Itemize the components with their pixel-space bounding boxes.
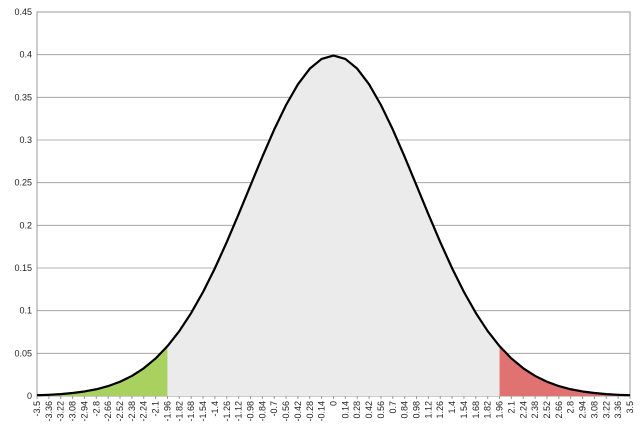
x-tick-label: 0.42 — [364, 401, 374, 419]
x-tick-label: 2.24 — [518, 401, 528, 419]
x-tick-label: -1.96 — [162, 401, 172, 422]
area-band — [499, 346, 630, 396]
x-tick-label: 0.98 — [412, 401, 422, 419]
x-tick-label: 0.7 — [388, 401, 398, 414]
y-tick-label: 0.25 — [14, 178, 32, 188]
x-tick-label: -3.22 — [56, 401, 66, 422]
x-tick-label: 2.1 — [506, 401, 516, 414]
x-tick-label: 2.66 — [554, 401, 564, 419]
x-tick-label: 1.12 — [423, 401, 433, 419]
x-tick-label: 1.54 — [459, 401, 469, 419]
area-band — [37, 346, 168, 396]
x-tick-label: 0.84 — [400, 401, 410, 419]
x-tick-label: 0 — [329, 401, 339, 406]
x-tick-label: -2.38 — [127, 401, 137, 422]
y-tick-label: 0.3 — [19, 135, 32, 145]
curve — [36, 54, 631, 397]
x-tick-label: -0.42 — [293, 401, 303, 422]
x-tick-label: 3.22 — [601, 401, 611, 419]
y-tick-label: 0.2 — [19, 220, 32, 230]
x-tick-label: 1.26 — [435, 401, 445, 419]
x-tick-label: 2.94 — [578, 401, 588, 419]
x-tick-label: 1.68 — [471, 401, 481, 419]
x-tick-label: -1.68 — [186, 401, 196, 422]
x-tick-label: 3.5 — [625, 401, 635, 414]
x-tick-label: -0.28 — [305, 401, 315, 422]
x-tick-label: -0.84 — [257, 401, 267, 422]
y-tick-label: 0.4 — [19, 50, 32, 60]
x-tick-label: -2.66 — [103, 401, 113, 422]
x-tick-label: 2.52 — [542, 401, 552, 419]
x-tick-label: -1.4 — [210, 401, 220, 417]
x-tick-label: 2.38 — [530, 401, 540, 419]
x-tick-label: -0.7 — [269, 401, 279, 417]
x-tick-label: -1.26 — [222, 401, 232, 422]
x-tick-label: 0.56 — [376, 401, 386, 419]
x-tick-label: 1.4 — [447, 401, 457, 414]
x-tick-label: -0.98 — [245, 401, 255, 422]
y-tick-label: 0.1 — [19, 306, 32, 316]
x-tick-label: -1.82 — [174, 401, 184, 422]
x-tick-label: -2.94 — [79, 401, 89, 422]
y-tick-label: 0.45 — [14, 7, 32, 17]
area-band — [167, 55, 500, 396]
y-tick-label: 0.05 — [14, 348, 32, 358]
x-tick-label: 3.36 — [613, 401, 623, 419]
y-tick-label: 0.35 — [14, 92, 32, 102]
x-tick-label: -2.1 — [151, 401, 161, 417]
x-tick-label: -0.56 — [281, 401, 291, 422]
x-tick-label: 3.08 — [589, 401, 599, 419]
x-tick-label: -2.8 — [91, 401, 101, 417]
x-tick-label: -3.36 — [44, 401, 54, 422]
x-tick-label: -2.24 — [139, 401, 149, 422]
x-tick-label: -3.08 — [68, 401, 78, 422]
x-tick-label: 2.8 — [566, 401, 576, 414]
x-tick-label: -3.5 — [32, 401, 42, 417]
x-tick-label: -1.12 — [234, 401, 244, 422]
x-tick-label: -1.54 — [198, 401, 208, 422]
x-tick-label: 1.96 — [495, 401, 505, 419]
y-tick-label: 0.15 — [14, 263, 32, 273]
x-tick-label: 0.28 — [352, 401, 362, 419]
y-tick-label: 0 — [27, 391, 32, 401]
x-tick-label: -2.52 — [115, 401, 125, 422]
x-tick-label: 0.14 — [340, 401, 350, 419]
x-tick-label: 1.82 — [483, 401, 493, 419]
x-tick-label: -0.14 — [317, 401, 327, 422]
